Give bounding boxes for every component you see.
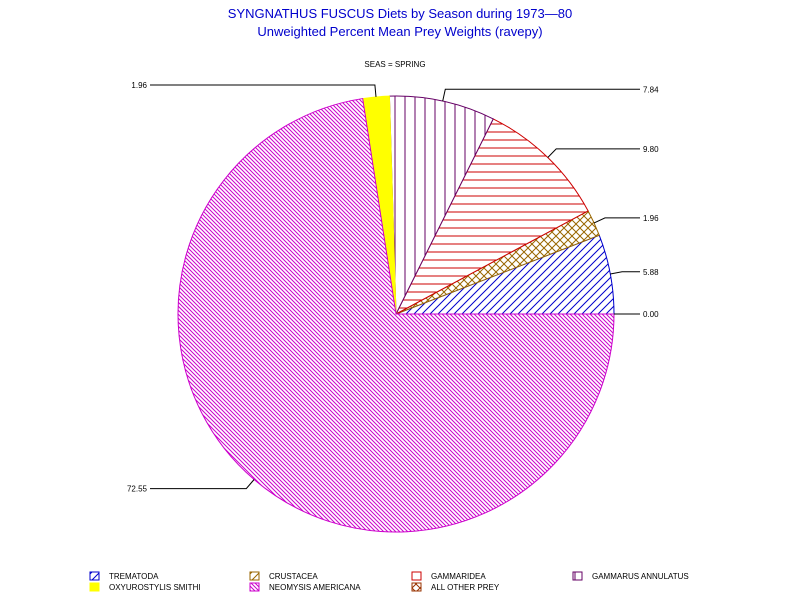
- chart-subtitle: Unweighted Percent Mean Prey Weights (ra…: [257, 24, 542, 39]
- callout-line-oxyurostylis-smithi: [150, 84, 377, 97]
- data-label-all-other-prey: 1.96: [643, 214, 659, 223]
- data-label-crustacea: 0.00: [643, 310, 659, 319]
- pie-slice-gammaridea: [394, 118, 589, 316]
- legend-label-gammaridea: GAMMARIDEA: [431, 572, 486, 581]
- legend-label-oxyurostylis-smithi: OXYUROSTYLIS SMITHI: [109, 583, 201, 592]
- legend-label-trematoda: TREMATODA: [109, 572, 159, 581]
- data-label-gammarus-annulatus: 7.84: [643, 85, 659, 94]
- legend-item-neomysis-americana: NEOMYSIS AMERICANA: [249, 582, 361, 592]
- data-label-neomysis-americana: 72.55: [127, 485, 148, 494]
- callout-line-gammarus-annulatus: [442, 88, 640, 102]
- legend-swatch-trematoda: [89, 571, 100, 581]
- legend-swatch-gammaridea: [411, 571, 422, 581]
- legend-item-crustacea: CRUSTACEA: [249, 571, 318, 581]
- legend-swatch-all-other-prey: [411, 582, 422, 592]
- chart-title: SYNGNATHUS FUSCUS Diets by Season during…: [228, 6, 572, 21]
- callout-line-neomysis-americana: [150, 479, 255, 490]
- callout-line-all-other-prey: [593, 217, 640, 224]
- data-label-gammaridea: 9.80: [643, 145, 659, 154]
- data-label-trematoda: 5.88: [643, 268, 659, 277]
- legend-item-all-other-prey: ALL OTHER PREY: [411, 582, 500, 592]
- chart-legend: TREMATODA CRUSTACEA GAMMARIDEA GAMMARUS ANN…: [89, 571, 689, 592]
- legend-label-all-other-prey: ALL OTHER PREY: [431, 583, 500, 592]
- legend-item-gammaridea: GAMMARIDEA: [411, 571, 486, 581]
- legend-label-crustacea: CRUSTACEA: [269, 572, 318, 581]
- data-label-oxyurostylis-smithi: 1.96: [131, 81, 147, 90]
- pie-slice-gammarus-annulatus: [388, 95, 494, 315]
- slice-callouts: 5.88 1.96 9.80 7.84 1.96 72.55 0.00: [127, 81, 659, 494]
- callout-line-trematoda: [610, 271, 640, 275]
- legend-item-oxyurostylis-smithi: OXYUROSTYLIS SMITHI: [89, 582, 201, 592]
- legend-swatch-neomysis-americana: [249, 582, 260, 592]
- legend-swatch-crustacea: [249, 571, 260, 581]
- legend-label-neomysis-americana: NEOMYSIS AMERICANA: [269, 583, 361, 592]
- legend-item-trematoda: TREMATODA: [89, 571, 159, 581]
- legend-label-gammarus-annulatus: GAMMARUS ANNULATUS: [592, 572, 689, 581]
- legend-swatch-gammarus-annulatus: [572, 571, 583, 581]
- pie-slices: [177, 95, 615, 533]
- legend-swatch-oxyurostylis-smithi: [89, 582, 100, 592]
- pie-slice-neomysis-americana: [177, 97, 615, 533]
- callout-line-gammaridea: [547, 148, 640, 158]
- legend-item-gammarus-annulatus: GAMMARUS ANNULATUS: [572, 571, 689, 581]
- panel-label: SEAS = SPRING: [364, 60, 425, 69]
